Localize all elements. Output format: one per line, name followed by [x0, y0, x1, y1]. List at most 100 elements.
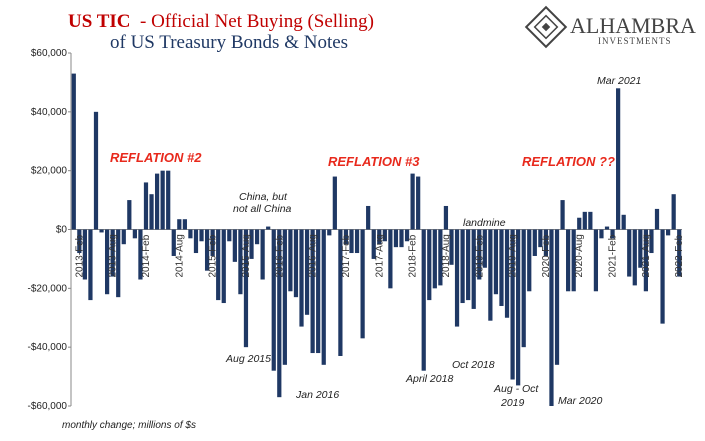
- bar: [610, 229, 615, 239]
- bar: [293, 229, 299, 298]
- note: monthly change; millions of $s: [62, 420, 196, 431]
- bar: [660, 229, 665, 324]
- bar: [460, 229, 465, 304]
- x-tick-label: 2021-Feb: [608, 234, 619, 277]
- bar: [427, 229, 432, 301]
- bar: [388, 229, 393, 289]
- x-tick-label: 2018-Feb: [408, 234, 419, 277]
- bar: [604, 226, 610, 230]
- bar: [238, 229, 243, 295]
- chart-title-line2: of US Treasury Bonds & Notes: [110, 32, 348, 53]
- bar: [477, 229, 482, 280]
- bar: [443, 205, 449, 230]
- x-tick-label: 2015-Feb: [208, 234, 219, 277]
- bar: [654, 208, 660, 230]
- bar: [432, 229, 437, 289]
- bar: [510, 229, 515, 380]
- bar: [571, 229, 576, 292]
- x-tick-label: 2022-Feb: [674, 234, 685, 277]
- bar: [282, 229, 287, 365]
- x-tick-label: 2014-Feb: [141, 234, 152, 277]
- bar: [393, 229, 399, 248]
- bar: [99, 229, 104, 233]
- bar: [332, 176, 337, 230]
- x-tick-label: 2020-Aug: [574, 234, 585, 277]
- x-tick-label: 2014-Aug: [174, 234, 185, 277]
- bar: [438, 229, 443, 286]
- bar: [421, 229, 426, 371]
- bar: [138, 229, 143, 280]
- y-tick-label: -$60,000: [28, 401, 68, 412]
- bar: [499, 229, 504, 306]
- bar: [154, 173, 160, 230]
- bar: [560, 200, 565, 230]
- bar: [449, 229, 454, 265]
- bar: [338, 229, 343, 356]
- annotation: 2019: [500, 397, 525, 409]
- bar: [188, 229, 193, 239]
- annotation: Oct 2018: [452, 359, 495, 371]
- bar: [93, 111, 99, 230]
- bar: [621, 214, 626, 230]
- bar: [671, 194, 676, 230]
- bar: [371, 229, 376, 259]
- bar: [321, 229, 326, 365]
- bar: [360, 229, 365, 339]
- bar: [471, 229, 476, 309]
- bar: [488, 229, 493, 321]
- x-tick-label: 2016-Feb: [274, 234, 285, 277]
- bar: [416, 176, 421, 230]
- bar: [171, 229, 176, 256]
- bar: [504, 229, 510, 318]
- x-tick-label: 2015-Aug: [241, 234, 252, 277]
- bar: [166, 170, 171, 230]
- bar: [377, 229, 382, 245]
- annotation: landmine: [463, 217, 506, 229]
- bar: [327, 229, 332, 236]
- x-tick-label: 2019-Aug: [508, 234, 519, 277]
- bar: [260, 229, 265, 280]
- annotation: REFLATION #2: [110, 150, 202, 165]
- bar: [304, 229, 310, 315]
- bar: [71, 73, 76, 230]
- title-prefix: US TIC: [68, 11, 130, 32]
- bar: [493, 229, 499, 295]
- bar: [271, 229, 276, 371]
- logo: ALHAMBRA: [570, 13, 696, 38]
- bar: [149, 194, 154, 230]
- bar: [593, 229, 599, 292]
- annotation: Aug 2015: [225, 353, 271, 365]
- x-tick-label: 2013-Aug: [108, 234, 119, 277]
- bar: [643, 229, 649, 292]
- bar: [143, 182, 149, 230]
- annotation: REFLATION #3: [328, 154, 420, 169]
- bar: [627, 229, 632, 277]
- bar: [227, 229, 232, 242]
- bar: [316, 229, 321, 354]
- bar: [343, 229, 349, 245]
- annotation: April 2018: [405, 373, 453, 385]
- x-tick-label: 2021-Aug: [641, 234, 652, 277]
- bar: [254, 229, 260, 245]
- bar: [182, 219, 187, 230]
- bar: [638, 229, 643, 268]
- bar: [582, 211, 587, 230]
- bar: [193, 229, 199, 254]
- bar: [554, 229, 560, 365]
- logo-icon: [524, 5, 568, 49]
- y-tick-label: -$40,000: [28, 342, 68, 353]
- bar: [599, 229, 604, 239]
- bar: [210, 229, 215, 256]
- bar: [216, 229, 221, 301]
- bar: [299, 229, 304, 327]
- bar: [677, 229, 682, 277]
- bar: [243, 229, 249, 348]
- x-tick-label: 2017-Aug: [374, 234, 385, 277]
- x-tick-label: 2018-Aug: [441, 234, 452, 277]
- annotation: Mar 2020: [558, 395, 603, 407]
- annotation: Aug - Oct: [493, 383, 539, 395]
- annotation: Mar 2021: [597, 75, 641, 87]
- annotation: not all China: [233, 203, 292, 215]
- x-tick-label: 2020-Feb: [541, 234, 552, 277]
